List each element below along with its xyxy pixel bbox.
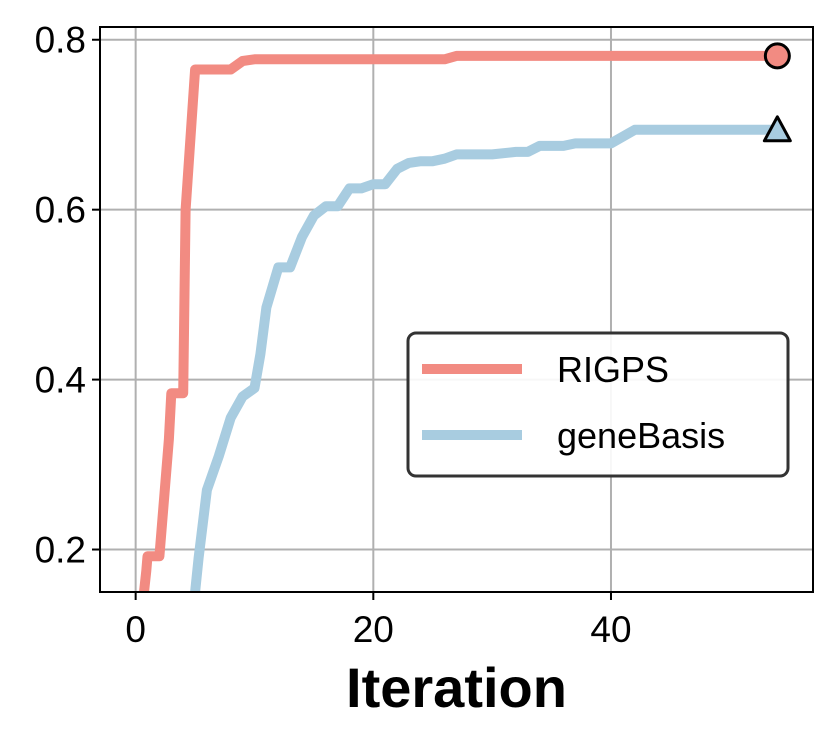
axis-ticks: 0 20 40 0.2 0.4 0.6 0.8	[35, 20, 632, 650]
plot-area	[139, 50, 778, 592]
legend: RIGPS geneBasis	[406, 331, 790, 478]
y-tick-label: 0.6	[35, 190, 86, 231]
end-marker-circle	[763, 42, 791, 70]
end-markers	[762, 42, 792, 143]
legend-label: geneBasis	[557, 415, 725, 456]
y-tick-label: 0.2	[35, 530, 86, 571]
x-axis-title: Iteration	[346, 656, 567, 719]
y-tick-label: 0.4	[35, 360, 86, 401]
end-marker-triangle	[762, 115, 792, 143]
y-tick-label: 0.8	[35, 20, 86, 61]
plot-frame	[99, 26, 814, 593]
x-tick-label: 20	[353, 609, 394, 650]
series-line-rigps	[139, 50, 778, 592]
series-line-genebasis	[190, 124, 778, 592]
x-tick-label: 40	[590, 609, 631, 650]
x-tick-label: 0	[125, 609, 146, 650]
legend-label: RIGPS	[557, 349, 669, 390]
